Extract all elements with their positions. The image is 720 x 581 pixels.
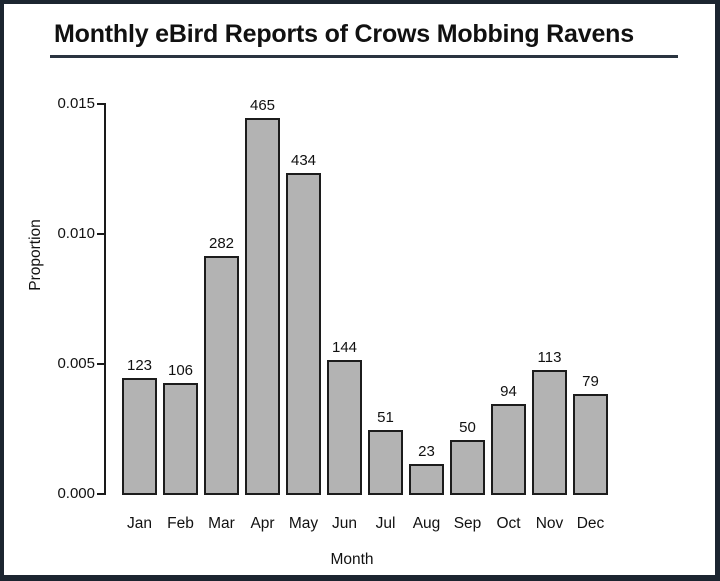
x-tick-label-sep: Sep: [453, 515, 482, 532]
bar-value-label-jan: 123: [126, 357, 153, 374]
y-tick-label: 0.000: [57, 485, 95, 502]
bar-feb: [163, 383, 198, 495]
chart-title: Monthly eBird Reports of Crows Mobbing R…: [54, 20, 634, 48]
bar-jun: [327, 360, 362, 495]
x-tick-label-nov: Nov: [535, 515, 564, 532]
title-underline: [50, 55, 678, 58]
bar-value-label-sep: 50: [459, 419, 476, 436]
bar-value-label-jul: 51: [377, 409, 394, 426]
x-tick-label-may: May: [288, 515, 319, 532]
y-tick-label: 0.005: [57, 355, 95, 372]
bar-jan: [122, 378, 157, 495]
bar-sep: [450, 440, 485, 495]
bar-mar: [204, 256, 239, 495]
bar-nov: [532, 370, 567, 495]
y-axis-line: [104, 103, 106, 495]
bar-oct: [491, 404, 526, 495]
y-tick-mark: [97, 493, 104, 495]
x-tick-label-jul: Jul: [375, 515, 396, 532]
bar-value-label-oct: 94: [500, 383, 517, 400]
bar-value-label-mar: 282: [208, 235, 235, 252]
x-tick-label-mar: Mar: [208, 515, 235, 532]
x-tick-label-apr: Apr: [250, 515, 275, 532]
bar-aug: [409, 464, 444, 495]
bar-value-label-aug: 23: [418, 443, 435, 460]
y-tick-label: 0.015: [57, 95, 95, 112]
y-axis-title: Proportion: [27, 219, 44, 291]
y-tick-mark: [97, 103, 104, 105]
x-tick-label-jan: Jan: [127, 515, 152, 532]
bar-may: [286, 173, 321, 495]
bar-value-label-nov: 113: [537, 349, 562, 366]
y-tick-mark: [97, 233, 104, 235]
x-tick-label-jun: Jun: [332, 515, 357, 532]
bar-dec: [573, 394, 608, 495]
x-tick-label-dec: Dec: [576, 515, 605, 532]
bar-value-label-jun: 144: [331, 339, 358, 356]
bar-jul: [368, 430, 403, 495]
bar-value-label-apr: 465: [249, 97, 276, 114]
y-tick-mark: [97, 363, 104, 365]
x-tick-label-aug: Aug: [412, 515, 441, 532]
x-axis-title: Month: [330, 551, 374, 568]
bar-value-label-may: 434: [290, 152, 317, 169]
bar-value-label-feb: 106: [167, 362, 194, 379]
bar-value-label-dec: 79: [582, 373, 599, 390]
x-tick-label-feb: Feb: [167, 515, 194, 532]
x-tick-label-oct: Oct: [496, 515, 521, 532]
y-tick-label: 0.010: [57, 225, 95, 242]
bar-apr: [245, 118, 280, 495]
